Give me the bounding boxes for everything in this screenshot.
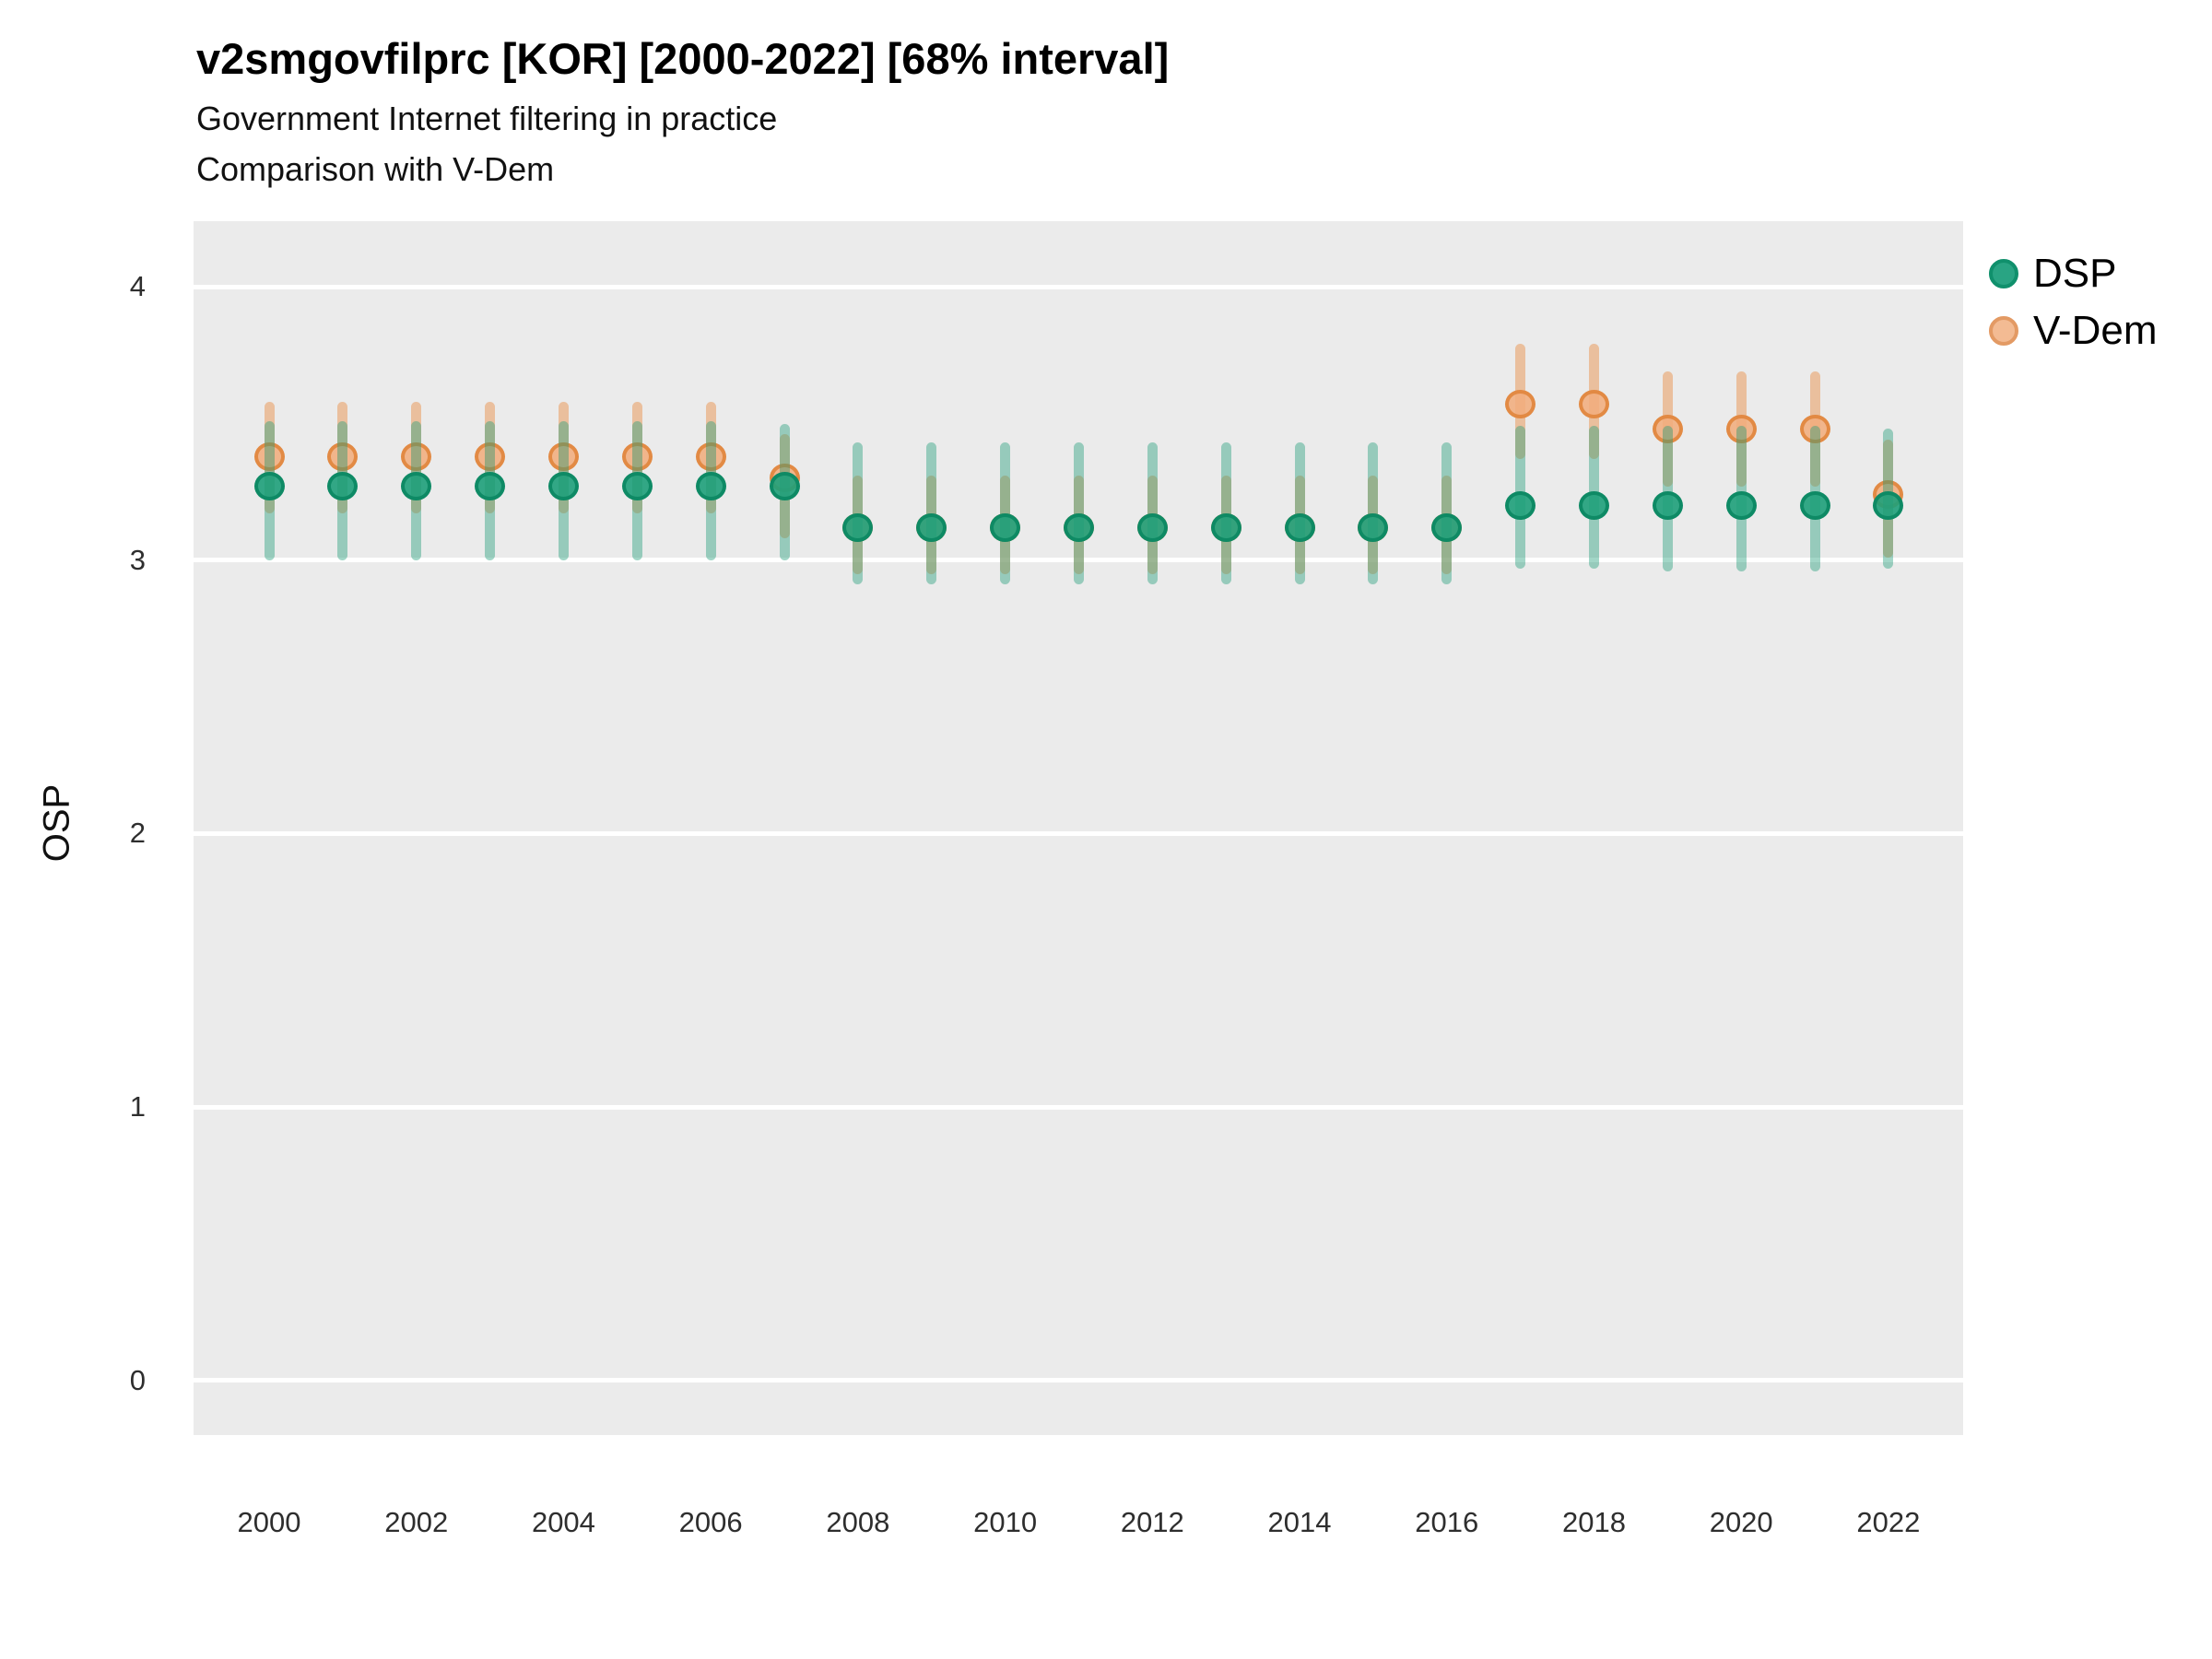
chart-subtitle-line2: Comparison with V-Dem	[196, 150, 555, 188]
dsp-point-2006	[695, 472, 726, 501]
x-tick-label-2010: 2010	[973, 1506, 1038, 1538]
v-dem-point-2000	[253, 441, 285, 471]
dsp-point-2010	[990, 512, 1021, 542]
y-tick-label-0: 0	[129, 1363, 146, 1396]
dsp-point-2011	[1063, 512, 1094, 542]
v-dem-point-2018	[1578, 390, 1609, 419]
legend: DSP V-Dem	[1989, 245, 2157, 359]
dsp-point-2004	[547, 472, 579, 501]
dsp-point-2017	[1505, 490, 1536, 520]
y-tick-label-1: 1	[129, 1090, 146, 1124]
legend-label-vdem: V-Dem	[2033, 308, 2158, 353]
v-dem-point-2021	[1799, 414, 1830, 443]
dsp-point-2009	[916, 512, 947, 542]
v-dem-point-2017	[1505, 390, 1536, 419]
plot-panel	[194, 221, 1963, 1435]
dsp-point-2001	[327, 472, 359, 501]
x-tick-label-2016: 2016	[1415, 1506, 1479, 1538]
chart-subtitle-line1: Government Internet filtering in practic…	[196, 100, 778, 137]
legend-item-vdem: V-Dem	[1989, 302, 2157, 359]
x-tick-label-2022: 2022	[1856, 1506, 1921, 1538]
x-tick-label-2004: 2004	[531, 1506, 595, 1538]
dsp-point-2007	[769, 472, 800, 501]
dsp-point-2000	[253, 472, 285, 501]
dsp-point-2020	[1725, 490, 1757, 520]
y-tick-label-4: 4	[129, 270, 146, 303]
chart-title: v2smgovfilprc [KOR] [2000-2022] [68% int…	[196, 34, 1170, 83]
x-tick-label-2018: 2018	[1561, 1506, 1626, 1538]
dsp-point-2005	[621, 472, 653, 501]
gridline-y-1	[194, 1104, 1963, 1110]
x-tick-label-2002: 2002	[384, 1506, 449, 1538]
dsp-point-2019	[1652, 490, 1683, 520]
dsp-point-2014	[1284, 512, 1315, 542]
legend-item-dsp: DSP	[1989, 245, 2157, 302]
x-tick-label-2008: 2008	[826, 1506, 890, 1538]
dsp-point-2008	[842, 512, 874, 542]
gridline-y-0	[194, 1378, 1963, 1383]
legend-label-dsp: DSP	[2033, 251, 2117, 296]
dsp-point-2003	[475, 472, 506, 501]
y-tick-label-2: 2	[129, 817, 146, 850]
v-dem-point-2001	[327, 441, 359, 471]
x-tick-label-2014: 2014	[1267, 1506, 1332, 1538]
gridline-y-2	[194, 830, 1963, 836]
v-dem-point-2005	[621, 441, 653, 471]
dsp-point-2016	[1431, 512, 1463, 542]
x-tick-label-2012: 2012	[1120, 1506, 1184, 1538]
v-dem-point-2003	[475, 441, 506, 471]
dsp-point-2018	[1578, 490, 1609, 520]
dsp-point-2022	[1873, 490, 1904, 520]
dsp-point-2013	[1210, 512, 1241, 542]
v-dem-point-2004	[547, 441, 579, 471]
x-tick-label-2020: 2020	[1709, 1506, 1773, 1538]
x-tick-label-2006: 2006	[678, 1506, 743, 1538]
v-dem-point-2002	[401, 441, 432, 471]
gridline-y-4	[194, 284, 1963, 289]
v-dem-point-2019	[1652, 414, 1683, 443]
v-dem-point-2006	[695, 441, 726, 471]
dsp-point-2021	[1799, 490, 1830, 520]
dsp-point-2012	[1136, 512, 1168, 542]
x-tick-label-2000: 2000	[237, 1506, 301, 1538]
dsp-point-2002	[401, 472, 432, 501]
vdem-legend-dot-icon	[1989, 316, 2018, 346]
v-dem-point-2020	[1725, 414, 1757, 443]
dsp-point-2015	[1358, 512, 1389, 542]
dsp-legend-dot-icon	[1989, 259, 2018, 288]
y-tick-label-3: 3	[129, 543, 146, 576]
